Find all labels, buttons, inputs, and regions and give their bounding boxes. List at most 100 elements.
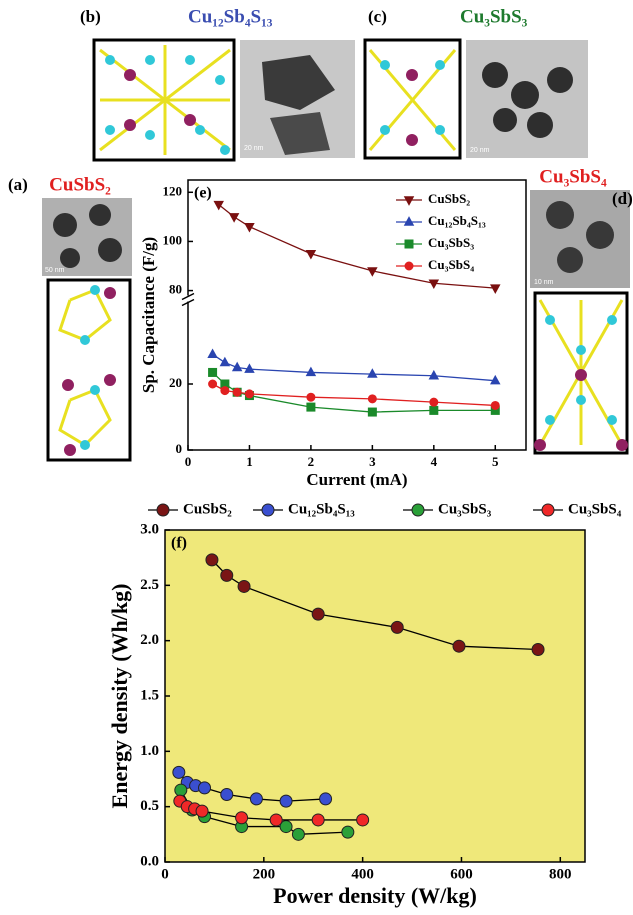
marker bbox=[244, 363, 255, 373]
marker bbox=[367, 368, 378, 378]
marker bbox=[208, 379, 218, 389]
scale-bar-label: 20 nm bbox=[470, 147, 490, 154]
legend-label: Cu₃SbS₃ bbox=[438, 501, 492, 517]
marker bbox=[228, 213, 240, 223]
marker bbox=[219, 356, 231, 367]
marker bbox=[541, 503, 555, 517]
x-tick-label: 2 bbox=[308, 454, 315, 469]
marker bbox=[306, 392, 316, 402]
panel-label: (c) bbox=[368, 7, 387, 26]
y-axis-label: Sp. Capacitance (F/g) bbox=[139, 237, 158, 393]
x-tick-label: 0 bbox=[161, 866, 169, 882]
panel-name: Cu₃SbS₄ bbox=[539, 166, 607, 187]
marker bbox=[261, 503, 275, 517]
marker bbox=[428, 279, 440, 290]
x-tick-label: 200 bbox=[253, 866, 276, 882]
y-tick-label: 1.0 bbox=[140, 743, 159, 759]
series-line bbox=[212, 371, 496, 413]
x-axis-label: Power density (W/kg) bbox=[273, 883, 477, 908]
marker bbox=[390, 620, 404, 634]
y-tick-label: 2.5 bbox=[140, 577, 159, 593]
plot-frame bbox=[187, 179, 527, 451]
marker bbox=[356, 813, 370, 827]
marker bbox=[367, 267, 378, 277]
marker bbox=[231, 361, 243, 372]
x-tick-label: 600 bbox=[450, 866, 473, 882]
marker bbox=[220, 568, 234, 582]
panel-name: Cu₁₂Sb₄S₁₃ bbox=[188, 6, 273, 27]
y-tick-label: 0.5 bbox=[140, 798, 159, 814]
marker bbox=[531, 643, 545, 657]
marker bbox=[311, 607, 325, 621]
marker bbox=[429, 405, 439, 415]
panel-label: (a) bbox=[8, 175, 28, 194]
series-line bbox=[212, 383, 496, 407]
marker bbox=[220, 386, 230, 396]
marker bbox=[311, 813, 325, 827]
marker bbox=[367, 394, 377, 404]
plot-background bbox=[165, 530, 585, 862]
x-tick-label: 800 bbox=[549, 866, 572, 882]
axis-break bbox=[181, 298, 195, 307]
panel-label: (d) bbox=[612, 189, 633, 208]
y-tick-label: 3.0 bbox=[140, 521, 159, 537]
panel-label: (b) bbox=[80, 7, 101, 26]
x-tick-label: 4 bbox=[431, 454, 438, 469]
marker bbox=[305, 366, 317, 377]
legend-label: Cu₃SbS₃ bbox=[428, 235, 474, 250]
marker bbox=[490, 284, 501, 294]
marker bbox=[428, 369, 440, 380]
axis-break-gap bbox=[182, 295, 194, 302]
marker bbox=[220, 787, 234, 801]
scale-bar-label: 20 nm bbox=[244, 145, 264, 152]
marker bbox=[244, 389, 254, 399]
marker bbox=[172, 765, 186, 779]
marker bbox=[237, 579, 251, 593]
y-tick-label: 1.5 bbox=[140, 687, 159, 703]
marker bbox=[279, 794, 293, 808]
marker bbox=[452, 639, 466, 653]
legend-label: Cu₁₂Sb₄S₁₃ bbox=[428, 213, 486, 228]
x-axis-label: Current (mA) bbox=[306, 470, 407, 489]
marker bbox=[232, 387, 242, 397]
legend-label: CuSbS₂ bbox=[428, 191, 470, 206]
marker bbox=[291, 827, 305, 841]
marker bbox=[249, 792, 263, 806]
chart-title: (f) bbox=[171, 535, 187, 552]
marker bbox=[305, 250, 317, 260]
y-tick-label: 2.0 bbox=[140, 632, 159, 648]
x-tick-label: 400 bbox=[351, 866, 374, 882]
y-tick-label: 20 bbox=[169, 375, 182, 390]
marker bbox=[367, 407, 377, 417]
x-tick-label: 1 bbox=[246, 454, 253, 469]
panel-name: CuSbS₂ bbox=[49, 174, 111, 195]
marker bbox=[195, 804, 209, 818]
x-tick-label: 5 bbox=[492, 454, 499, 469]
series-line bbox=[212, 353, 496, 382]
marker bbox=[404, 261, 414, 271]
crystal-bonds bbox=[99, 45, 231, 155]
marker bbox=[156, 503, 170, 517]
legend-label: CuSbS₂ bbox=[183, 501, 232, 517]
marker bbox=[404, 239, 414, 249]
marker bbox=[213, 200, 224, 211]
marker bbox=[269, 813, 283, 827]
x-tick-label: 3 bbox=[369, 454, 376, 469]
scale-bar-label: 10 nm bbox=[534, 279, 554, 286]
marker bbox=[490, 400, 500, 410]
marker bbox=[403, 216, 415, 226]
marker bbox=[319, 792, 333, 806]
y-tick-label: 100 bbox=[163, 232, 183, 247]
chart-title: (e) bbox=[194, 185, 212, 202]
marker bbox=[235, 811, 249, 825]
marker bbox=[429, 397, 439, 407]
marker bbox=[198, 781, 212, 795]
marker bbox=[341, 825, 355, 839]
marker bbox=[208, 367, 218, 377]
panel-name: Cu₃SbS₃ bbox=[460, 6, 528, 27]
axis-break bbox=[181, 292, 195, 301]
marker bbox=[411, 503, 425, 517]
crystal-atoms bbox=[105, 55, 230, 155]
